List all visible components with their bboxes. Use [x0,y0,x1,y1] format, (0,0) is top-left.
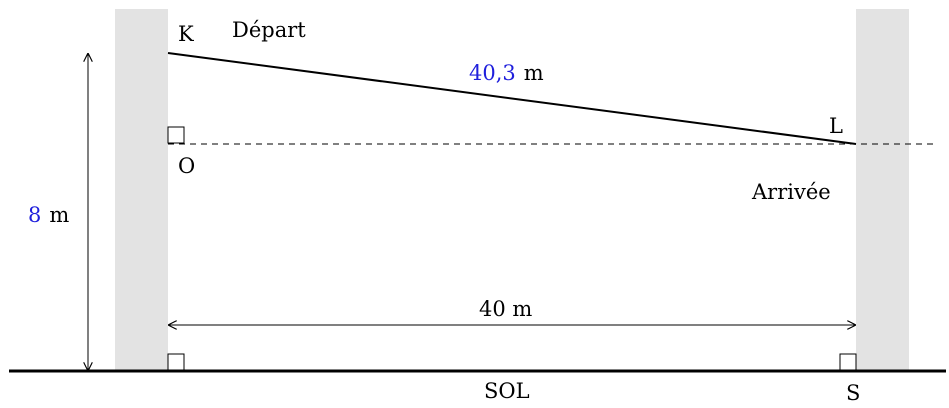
right-angle-mark-ground-left [167,353,185,371]
cable-kl [167,52,857,145]
arrivee-label: Arrivée [751,180,831,204]
depart-label: Départ [232,18,306,42]
cable-length-label: 40,3 m [469,61,544,85]
point-k-label: K [178,22,194,46]
point-l-label: L [829,114,843,138]
cable-length-unit: m [524,61,544,85]
right-angle-mark-s [839,353,857,371]
height-unit: m [49,203,69,227]
height-value: 8 [28,203,41,227]
point-o-label: O [178,154,195,178]
right-pillar [856,9,909,371]
right-angle-mark-o [167,126,185,144]
point-s-label: S [846,381,860,405]
distance-label: 40 m [479,297,532,321]
sol-label: SOL [484,379,530,403]
left-pillar [115,9,168,371]
cable-length-value: 40,3 [469,61,516,85]
